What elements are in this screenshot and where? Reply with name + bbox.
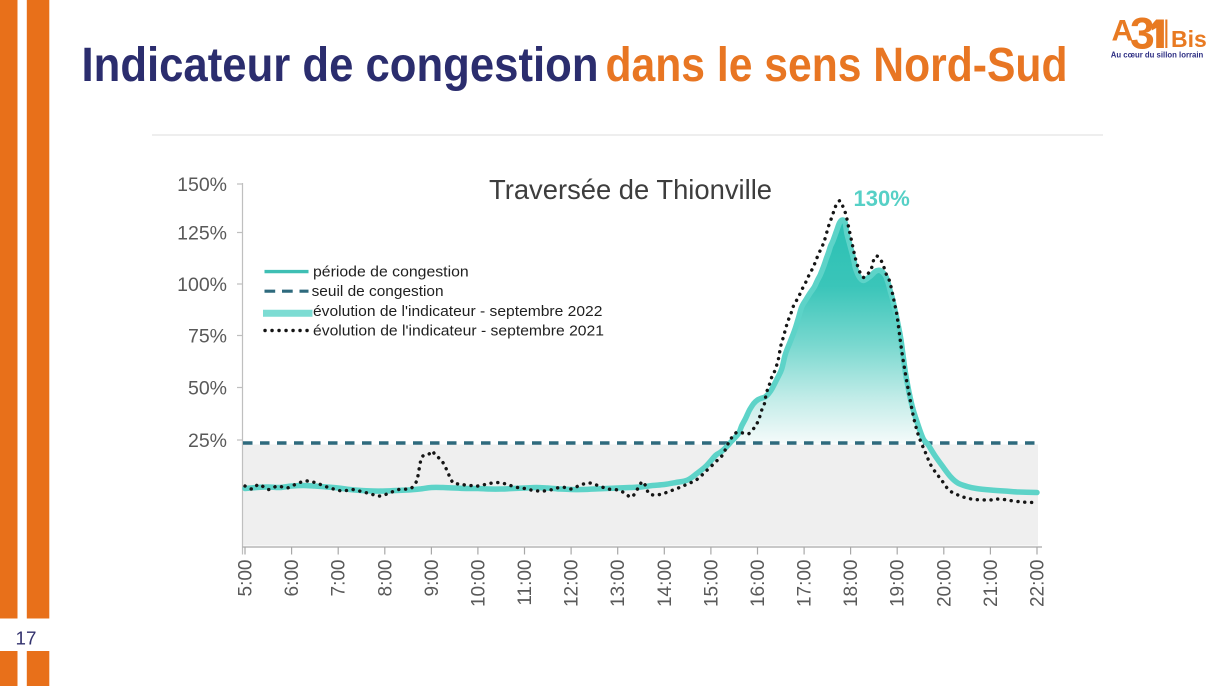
svg-text:20:00: 20:00 — [934, 560, 955, 608]
svg-text:50%: 50% — [188, 377, 227, 399]
svg-text:3: 3 — [1130, 10, 1155, 59]
svg-text:17: 17 — [16, 628, 37, 649]
svg-text:100%: 100% — [177, 274, 227, 296]
svg-text:13:00: 13:00 — [608, 560, 629, 608]
svg-text:16:00: 16:00 — [748, 560, 769, 608]
svg-text:12:00: 12:00 — [562, 560, 583, 608]
svg-text:période de congestion: période de congestion — [313, 264, 469, 280]
svg-text:130%: 130% — [854, 186, 910, 211]
svg-text:5:00: 5:00 — [236, 560, 257, 597]
svg-text:19:00: 19:00 — [888, 560, 909, 608]
svg-text:Indicateur de congestion: Indicateur de congestion — [82, 39, 599, 92]
svg-text:125%: 125% — [177, 222, 227, 244]
svg-text:Au cœur du sillon lorrain: Au cœur du sillon lorrain — [1111, 50, 1204, 59]
svg-text:25%: 25% — [188, 430, 227, 452]
svg-text:Bis: Bis — [1171, 26, 1207, 52]
svg-text:6:00: 6:00 — [282, 560, 303, 597]
svg-text:évolution de l'indicateur - se: évolution de l'indicateur - septembre 20… — [313, 324, 604, 340]
svg-text:11:00: 11:00 — [515, 560, 536, 606]
svg-text:dans le sens Nord-Sud: dans le sens Nord-Sud — [606, 39, 1068, 92]
svg-text:8:00: 8:00 — [375, 560, 396, 597]
svg-text:10:00: 10:00 — [468, 560, 489, 608]
svg-text:150%: 150% — [177, 174, 227, 196]
svg-text:17:00: 17:00 — [795, 560, 816, 608]
svg-text:15:00: 15:00 — [701, 560, 722, 608]
svg-text:7:00: 7:00 — [329, 560, 350, 597]
svg-text:évolution de l'indicateur - se: évolution de l'indicateur - septembre 20… — [313, 304, 602, 320]
svg-text:14:00: 14:00 — [655, 560, 676, 608]
svg-text:A: A — [1112, 15, 1134, 48]
svg-text:seuil de congestion: seuil de congestion — [312, 284, 444, 300]
svg-text:75%: 75% — [188, 325, 227, 347]
svg-text:18:00: 18:00 — [841, 560, 862, 608]
svg-text:Traversée de Thionville: Traversée de Thionville — [489, 174, 772, 205]
svg-text:22:00: 22:00 — [1028, 560, 1049, 608]
svg-text:9:00: 9:00 — [422, 560, 443, 597]
svg-text:21:00: 21:00 — [981, 560, 1002, 608]
